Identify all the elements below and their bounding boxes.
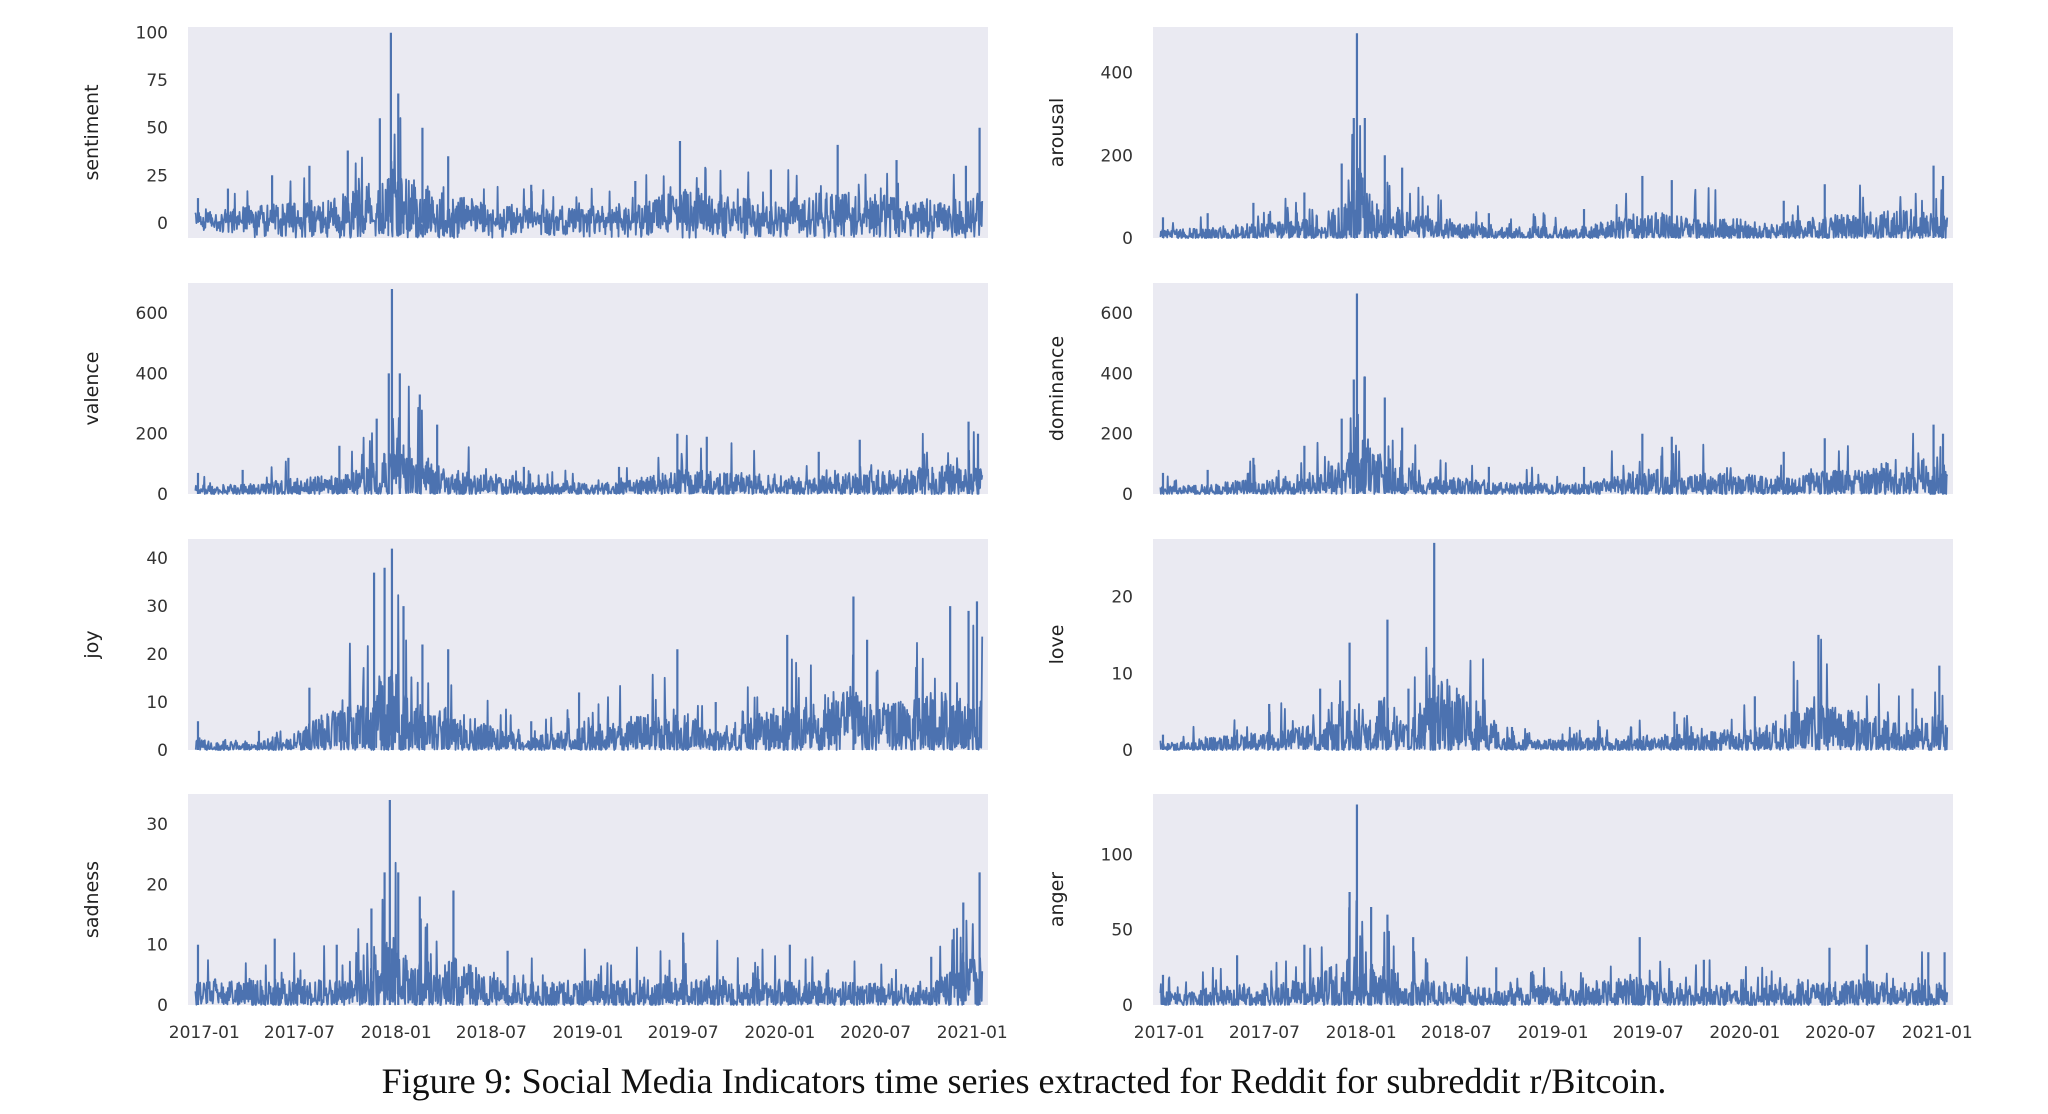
- y-tick-label: 75: [146, 71, 168, 91]
- series-line-sadness: [194, 861, 984, 1006]
- series-line-love: [1159, 638, 1949, 751]
- y-tick-label: 0: [1122, 229, 1133, 249]
- y-axis-label: anger: [1046, 872, 1068, 927]
- x-tick-label: 2020-07: [840, 1023, 911, 1043]
- y-tick-label: 0: [157, 485, 168, 505]
- x-tick-label: 2019-01: [552, 1023, 623, 1043]
- series-line-sentiment: [194, 117, 984, 239]
- subplot-valence: 0 200 400 600 valence: [81, 283, 988, 505]
- y-axis-label: sadness: [81, 861, 103, 938]
- y-tick-label: 600: [1101, 304, 1133, 324]
- y-tick-label: 0: [157, 741, 168, 761]
- series-line-valence: [194, 385, 984, 495]
- subplot-sadness: 0 10 20 30 sadness 2017-01 2017-07 2018-01 2018-…: [81, 794, 1008, 1043]
- plot-area-dominance: [1153, 283, 1953, 494]
- y-tick-label: 0: [1122, 741, 1133, 761]
- x-tick-label: 2017-01: [169, 1023, 240, 1043]
- x-tick-label: 2017-07: [1229, 1023, 1300, 1043]
- plot-area-valence: [188, 283, 988, 494]
- y-tick-label: 600: [136, 304, 168, 324]
- y-tick-label: 50: [1111, 921, 1133, 941]
- subplot-grid: 0255075100sentiment0200400arousal0200400…: [81, 24, 1973, 1043]
- y-tick-label: 200: [1101, 425, 1133, 445]
- y-tick-label: 20: [1111, 588, 1133, 608]
- figure-caption: Figure 9: Social Media Indicators time s…: [382, 1061, 1667, 1101]
- x-tick-label: 2018-07: [456, 1023, 527, 1043]
- x-tick-label: 2019-01: [1517, 1023, 1588, 1043]
- series-line-dominance: [1159, 376, 1949, 495]
- subplot-joy: 0 10 20 30 40 joy: [81, 539, 988, 761]
- y-tick-label: 400: [1101, 64, 1133, 84]
- y-tick-label: 50: [146, 119, 168, 139]
- y-tick-label: 100: [136, 24, 168, 44]
- y-tick-label: 200: [1101, 146, 1133, 166]
- x-tick-label: 2019-07: [1613, 1023, 1684, 1043]
- x-tick-label: 2019-07: [648, 1023, 719, 1043]
- y-axis-label: sentiment: [81, 84, 103, 180]
- series-line-joy: [194, 594, 984, 751]
- y-tick-label: 0: [157, 214, 168, 234]
- y-axis-label: valence: [81, 351, 103, 425]
- plot-area-sadness: [188, 794, 988, 1005]
- y-tick-label: 20: [146, 645, 168, 665]
- y-tick-label: 25: [146, 166, 168, 186]
- subplot-arousal: 0 200 400 arousal: [1046, 27, 1953, 249]
- subplot-love: 0 10 20 love: [1046, 539, 1953, 761]
- x-tick-label: 2017-01: [1134, 1023, 1205, 1043]
- subplot-dominance: 0 200 400 600 dominance: [1046, 283, 1953, 505]
- y-axis-label: love: [1046, 625, 1068, 665]
- x-tick-label: 2017-07: [264, 1023, 335, 1043]
- y-tick-label: 0: [1122, 485, 1133, 505]
- y-tick-label: 20: [146, 875, 168, 895]
- x-tick-label: 2021-01: [1902, 1023, 1973, 1043]
- y-tick-label: 400: [1101, 364, 1133, 384]
- y-tick-label: 200: [136, 425, 168, 445]
- y-tick-label: 30: [146, 815, 168, 835]
- y-tick-label: 10: [146, 693, 168, 713]
- series-line-arousal: [1159, 125, 1949, 239]
- subplot-anger: 0 50 100 anger 2017-01 2017-07 2018-01 2018-07 2…: [1046, 794, 1973, 1043]
- x-tick-label: 2020-07: [1805, 1023, 1876, 1043]
- y-axis-label: dominance: [1046, 336, 1068, 441]
- x-tick-label: 2021-01: [937, 1023, 1008, 1043]
- series-line-anger: [1159, 900, 1949, 1006]
- plot-area-arousal: [1153, 27, 1953, 238]
- y-tick-label: 0: [1122, 996, 1133, 1016]
- y-tick-label: 30: [146, 597, 168, 617]
- x-tick-label: 2018-01: [361, 1023, 432, 1043]
- y-axis-label: arousal: [1046, 98, 1068, 168]
- x-tick-label: 2018-01: [1326, 1023, 1397, 1043]
- y-tick-label: 100: [1101, 845, 1133, 865]
- y-tick-label: 10: [1111, 664, 1133, 684]
- plot-area-anger: [1153, 794, 1953, 1005]
- x-tick-label: 2018-07: [1421, 1023, 1492, 1043]
- y-tick-label: 400: [136, 364, 168, 384]
- y-axis-label: joy: [81, 630, 103, 659]
- y-tick-label: 10: [146, 936, 168, 956]
- x-tick-label: 2020-01: [744, 1023, 815, 1043]
- x-tick-label: 2020-01: [1709, 1023, 1780, 1043]
- y-tick-label: 0: [157, 996, 168, 1016]
- y-tick-label: 40: [146, 549, 168, 569]
- subplot-sentiment: 0 25 50 75 100 sentiment: [81, 24, 988, 239]
